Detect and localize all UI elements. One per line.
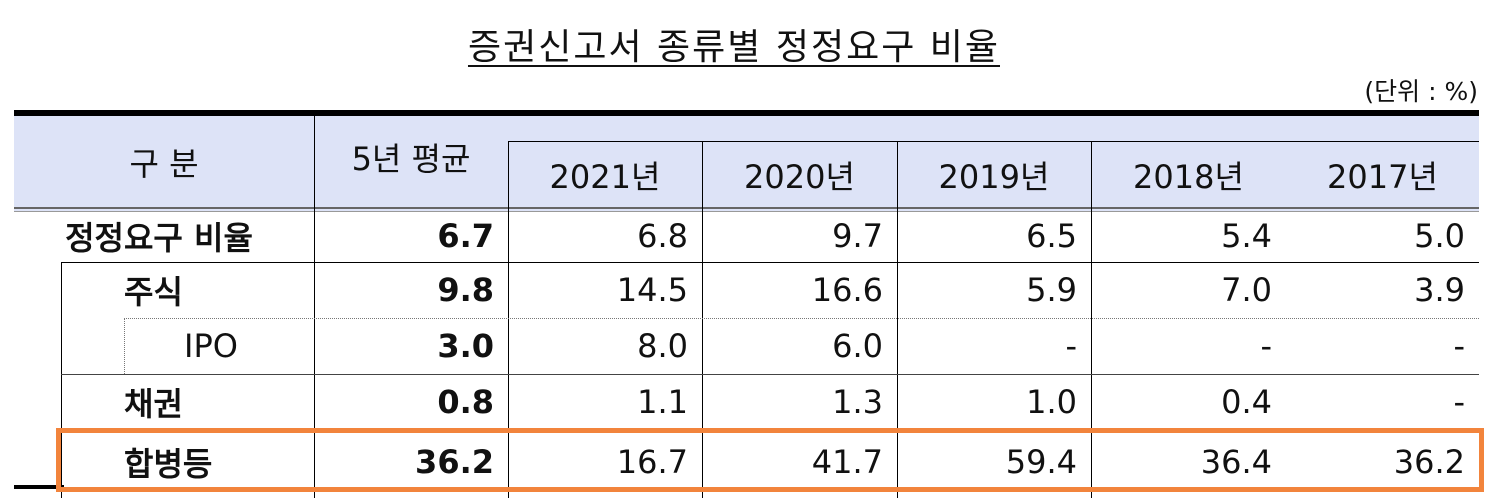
cell-value: 7.0 — [1221, 271, 1272, 309]
unit-label: (단위 : %) — [1364, 77, 1478, 106]
cell-value: 5.0 — [1414, 217, 1465, 255]
cell-value: - — [1453, 327, 1465, 365]
cell-value: 16.6 — [811, 271, 883, 309]
table-bottom-border — [14, 485, 64, 489]
document-title: 증권신고서 종류별 정정요구 비율 — [467, 27, 1000, 68]
col-divider — [508, 141, 509, 498]
header-inner-line — [508, 141, 1479, 142]
row-label-stock: 주식 — [124, 273, 183, 311]
cell-value: 36.2 — [1393, 443, 1465, 481]
header-year-2018: 2018년 — [1133, 158, 1244, 196]
cell-avg: 36.2 — [415, 443, 494, 481]
table-header — [14, 116, 1479, 211]
header-year-2021: 2021년 — [549, 158, 661, 196]
header-category: 구 분 — [129, 145, 199, 183]
col-divider — [1091, 141, 1092, 498]
cell-value: 36.4 — [1200, 443, 1272, 481]
cell-value: 9.7 — [832, 217, 883, 255]
cell-value: - — [1065, 327, 1077, 365]
cell-value: 3.9 — [1414, 271, 1465, 309]
cell-value: 6.8 — [637, 217, 688, 255]
header-year-2019: 2019년 — [938, 158, 1050, 196]
cell-avg: 6.7 — [437, 217, 494, 255]
cell-value: 16.7 — [616, 443, 688, 481]
col-divider — [897, 141, 898, 498]
cell-value: 5.9 — [1026, 271, 1077, 309]
cell-value: - — [1453, 383, 1465, 421]
cell-value: 59.4 — [1005, 443, 1077, 481]
cell-value: 0.4 — [1221, 383, 1272, 421]
cell-avg: 3.0 — [437, 327, 494, 365]
row-divider-dotted — [124, 318, 1479, 319]
header-bottom-border — [14, 207, 1479, 212]
col-divider — [702, 141, 703, 498]
header-year-2017: 2017년 — [1327, 158, 1438, 196]
row-label-merger: 합병등 — [124, 445, 213, 483]
highlight-box-merger-row — [56, 428, 1484, 492]
header-average: 5년 평균 — [351, 140, 471, 178]
cell-value: 1.3 — [832, 383, 883, 421]
cell-value: - — [1260, 327, 1272, 365]
row-label-total: 정정요구 비율 — [65, 219, 253, 257]
header-year-2020: 2020년 — [744, 158, 855, 196]
cell-value: 1.0 — [1026, 383, 1077, 421]
cell-value: 41.7 — [811, 443, 883, 481]
cell-avg: 9.8 — [437, 271, 494, 309]
cell-value: 6.0 — [832, 327, 883, 365]
cell-value: 6.5 — [1026, 217, 1077, 255]
cell-value: 1.1 — [637, 383, 688, 421]
cell-value: 5.4 — [1221, 217, 1272, 255]
row-divider — [61, 374, 1479, 375]
indent-divider — [61, 262, 62, 498]
row-label-ipo: IPO — [184, 327, 238, 365]
row-divider — [61, 262, 1479, 263]
row-label-bond: 채권 — [124, 385, 183, 423]
cell-avg: 0.8 — [437, 383, 494, 421]
table-top-border — [14, 110, 1479, 116]
indent-divider-dotted — [124, 318, 125, 374]
col-divider — [314, 116, 315, 498]
cell-value: 8.0 — [637, 327, 688, 365]
cell-value: 14.5 — [616, 271, 688, 309]
